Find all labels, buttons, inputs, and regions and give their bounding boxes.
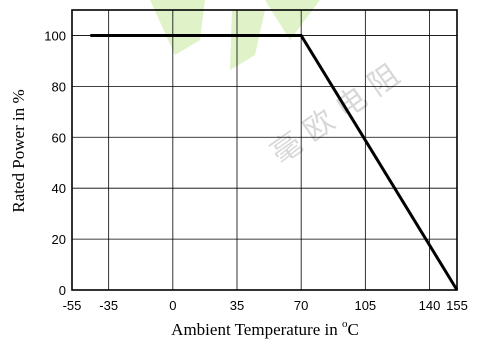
- derating-curve: [90, 33, 459, 291]
- y-tick-label: 20: [52, 232, 66, 247]
- watermark-logo-left: [150, 0, 205, 55]
- x-tick-label: 0: [169, 298, 176, 313]
- x-tick-labels: -55 -35 0 35 70 105 140 155: [63, 298, 468, 313]
- x-tick-label: 35: [230, 298, 244, 313]
- x-tick-label: 140: [419, 298, 441, 313]
- x-axis-title-text: Ambient Temperature in: [171, 320, 342, 339]
- x-tick-label: 70: [294, 298, 308, 313]
- plot-frame: [71, 9, 458, 291]
- y-tick-label: 60: [52, 130, 66, 145]
- y-tick-label: 100: [44, 28, 66, 43]
- x-tick-label: -35: [99, 298, 118, 313]
- x-axis-unit: C: [347, 320, 358, 339]
- x-axis-title: Ambient Temperature in oC: [171, 318, 359, 339]
- y-tick-label: 40: [52, 181, 66, 196]
- x-axis-degree-symbol: o: [342, 318, 348, 330]
- x-tick-label: 105: [354, 298, 376, 313]
- y-axis-title: Rated Power in %: [9, 89, 28, 212]
- x-tick-label: 155: [446, 298, 468, 313]
- y-tick-labels: 0 20 40 60 80 100: [44, 28, 66, 298]
- y-tick-label: 0: [59, 283, 66, 298]
- y-tick-label: 80: [52, 79, 66, 94]
- watermark-logo-right: [230, 10, 265, 70]
- grid-lines: [71, 10, 458, 291]
- x-tick-label: -55: [63, 298, 82, 313]
- watermark-text: 毫 欧 电 阻: [265, 58, 407, 172]
